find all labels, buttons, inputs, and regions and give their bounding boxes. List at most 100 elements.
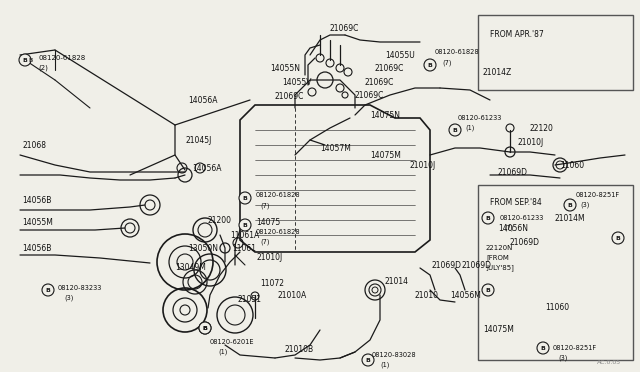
- Text: B: B: [243, 222, 248, 228]
- Text: 08120-61233: 08120-61233: [500, 215, 545, 221]
- Text: JULY'85]: JULY'85]: [486, 264, 514, 272]
- Text: B: B: [203, 326, 207, 330]
- Text: (7): (7): [442, 60, 451, 66]
- Circle shape: [482, 212, 494, 224]
- Circle shape: [239, 192, 251, 204]
- Text: (1): (1): [218, 349, 227, 355]
- Text: 21010A: 21010A: [278, 291, 307, 299]
- Text: 21010J: 21010J: [518, 138, 544, 147]
- Text: 14056B: 14056B: [22, 244, 51, 253]
- Text: AC.0.05: AC.0.05: [597, 359, 621, 365]
- Circle shape: [239, 219, 251, 231]
- Text: 11061: 11061: [232, 244, 256, 253]
- Text: B: B: [452, 128, 458, 132]
- Text: B: B: [243, 196, 248, 201]
- Circle shape: [612, 232, 624, 244]
- Text: (7): (7): [260, 203, 269, 209]
- Bar: [478, 185, 633, 360]
- Text: B: B: [568, 202, 572, 208]
- Text: B: B: [365, 357, 371, 362]
- Text: 08120-61828: 08120-61828: [256, 192, 301, 198]
- Text: 14056B: 14056B: [22, 196, 51, 205]
- Text: 14075N: 14075N: [370, 110, 400, 119]
- Text: 21010J: 21010J: [410, 160, 436, 170]
- Text: 11060: 11060: [560, 160, 584, 170]
- Text: 22120N: 22120N: [486, 245, 513, 251]
- Text: B: B: [541, 346, 545, 350]
- Text: 21069C: 21069C: [330, 23, 360, 32]
- Circle shape: [564, 199, 576, 211]
- Text: 21069C: 21069C: [355, 90, 385, 99]
- Text: (7): (7): [260, 239, 269, 245]
- Circle shape: [362, 354, 374, 366]
- Circle shape: [199, 322, 211, 334]
- Text: 21010B: 21010B: [285, 346, 314, 355]
- Text: 21069C: 21069C: [365, 77, 394, 87]
- Text: B: B: [45, 288, 51, 292]
- Text: (3): (3): [558, 355, 568, 361]
- Text: 08120-6201E: 08120-6201E: [210, 339, 255, 345]
- Text: 14075M: 14075M: [370, 151, 401, 160]
- Text: FROM SEP.'84: FROM SEP.'84: [490, 198, 541, 207]
- Text: 08120-61828: 08120-61828: [38, 55, 85, 61]
- Text: 21014Z: 21014Z: [483, 67, 512, 77]
- Text: 21069D: 21069D: [498, 167, 528, 176]
- Text: 21069D: 21069D: [432, 260, 462, 269]
- Text: 14056A: 14056A: [188, 96, 218, 105]
- Text: 21010J: 21010J: [257, 253, 284, 263]
- Text: 14055U: 14055U: [385, 51, 415, 60]
- Circle shape: [449, 124, 461, 136]
- Circle shape: [424, 59, 436, 71]
- Text: 22120: 22120: [530, 124, 554, 132]
- Circle shape: [42, 284, 54, 296]
- Text: (3): (3): [580, 202, 589, 208]
- Text: 21069C: 21069C: [375, 64, 404, 73]
- Text: 08120-61828: 08120-61828: [435, 49, 479, 55]
- Text: FROM APR.'87: FROM APR.'87: [490, 30, 544, 39]
- Text: 11060: 11060: [545, 304, 569, 312]
- Circle shape: [482, 284, 494, 296]
- Text: 14055N: 14055N: [270, 64, 300, 73]
- Text: 21010: 21010: [415, 291, 439, 299]
- Circle shape: [19, 54, 31, 66]
- Text: (2): (2): [38, 65, 48, 71]
- Text: 21014: 21014: [385, 278, 409, 286]
- Text: 21014M: 21014M: [555, 214, 586, 222]
- Circle shape: [537, 342, 549, 354]
- Text: 14055M: 14055M: [22, 218, 53, 227]
- Text: 14056N: 14056N: [498, 224, 528, 232]
- Text: 11072: 11072: [260, 279, 284, 288]
- Text: (1): (1): [380, 362, 389, 368]
- Text: B: B: [486, 288, 490, 292]
- Text: (3): (3): [64, 295, 74, 301]
- Text: 08120-8251F: 08120-8251F: [576, 192, 620, 198]
- Text: 14075: 14075: [256, 218, 280, 227]
- Text: [FROM: [FROM: [486, 254, 509, 262]
- Text: 14055V: 14055V: [282, 77, 312, 87]
- Text: 21051: 21051: [238, 295, 262, 305]
- Text: B: B: [428, 62, 433, 67]
- Text: 21068: 21068: [22, 141, 46, 150]
- Text: 13049M: 13049M: [175, 263, 206, 273]
- Text: 21069D: 21069D: [510, 237, 540, 247]
- Text: 08120-8251F: 08120-8251F: [553, 345, 597, 351]
- Text: 21045J: 21045J: [185, 135, 211, 144]
- Text: 14056M: 14056M: [450, 291, 481, 299]
- Text: 14056A: 14056A: [192, 164, 221, 173]
- Bar: [478, 15, 633, 90]
- Circle shape: [199, 322, 211, 334]
- Text: (1): (1): [465, 125, 474, 131]
- Text: 21069D: 21069D: [462, 260, 492, 269]
- Text: B: B: [22, 58, 28, 62]
- Text: 08120-61828: 08120-61828: [256, 229, 301, 235]
- Text: (7): (7): [504, 225, 513, 231]
- Text: 21200: 21200: [207, 215, 231, 224]
- Text: B: B: [486, 215, 490, 221]
- Text: 11061A: 11061A: [230, 231, 259, 240]
- Text: B: B: [28, 58, 32, 62]
- Text: 21069C: 21069C: [275, 92, 305, 100]
- Text: B: B: [203, 326, 207, 330]
- Text: 08120-61233: 08120-61233: [458, 115, 502, 121]
- Text: 14075M: 14075M: [483, 326, 514, 334]
- Text: 08120-83233: 08120-83233: [58, 285, 102, 291]
